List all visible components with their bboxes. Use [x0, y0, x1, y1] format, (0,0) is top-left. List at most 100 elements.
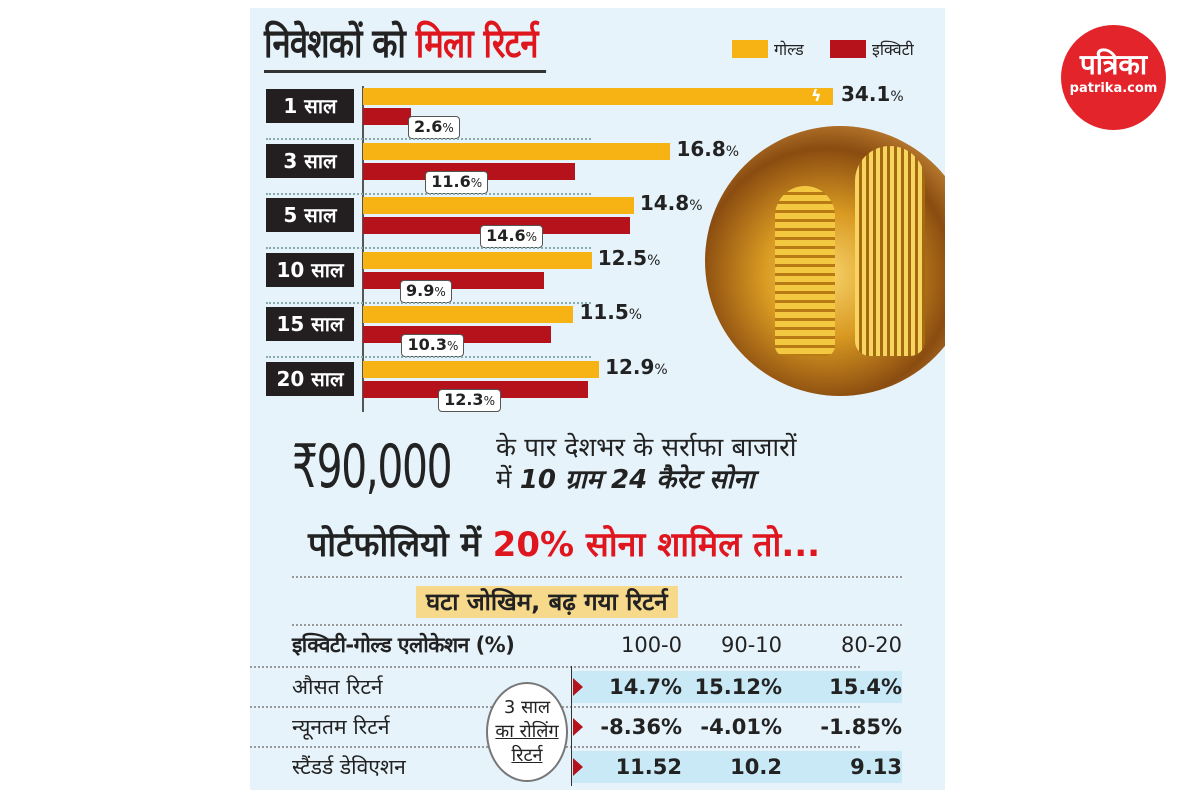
- gold-value-label: 12.5%: [598, 246, 661, 270]
- axis-break-icon: ϟ: [811, 86, 822, 105]
- equity-value-label: 9.9%: [400, 279, 452, 303]
- column-header: 100-0: [620, 633, 682, 657]
- note-line2: का रोलिंग: [495, 721, 559, 742]
- value-number: 12.5: [597, 245, 648, 270]
- equity-bar: [363, 271, 545, 289]
- cell-value: 15.12%: [694, 675, 782, 699]
- row-separator: [266, 192, 591, 195]
- row-label: स्टैंडर्ड डेविएशन: [292, 755, 406, 779]
- value-number: 12.9: [605, 355, 655, 379]
- column-header: 90-10: [720, 633, 782, 657]
- subheading: घटा जोखिम, बढ़ गया रिटर्न: [416, 586, 678, 618]
- value-number: 34.1: [841, 82, 891, 106]
- cell-value: -8.36%: [600, 715, 682, 739]
- legend-label-gold: गोल्ड: [774, 40, 804, 59]
- row-label: औसत रिटर्न: [292, 675, 383, 699]
- category-label: 10 साल: [266, 252, 354, 287]
- equity-value-label: 2.6%: [408, 116, 460, 139]
- gold-value-label: 11.5%: [579, 300, 642, 324]
- row-highlight: [572, 751, 902, 783]
- triangle-marker-icon: [573, 678, 583, 696]
- column-header: 80-20: [840, 633, 902, 657]
- value-number: 14.8: [639, 191, 690, 216]
- gold-value-label: 14.8%: [640, 191, 703, 215]
- row-separator: [266, 356, 591, 359]
- value-unit: %: [725, 143, 740, 160]
- value-number: 11.6: [431, 171, 471, 191]
- equity-value-label: 14.6%: [480, 225, 544, 249]
- legend-swatch-equity: [830, 40, 866, 58]
- value-unit: %: [689, 198, 703, 215]
- value-unit: %: [647, 252, 661, 269]
- cell-value: 9.13: [850, 755, 902, 779]
- title-part2: मिला रिटर्न: [415, 21, 539, 67]
- logo-url: patrika.com: [1069, 81, 1158, 96]
- equity-value-label: 10.3%: [401, 334, 465, 358]
- gold-value-label: 12.9%: [605, 355, 668, 379]
- value-unit: %: [890, 89, 904, 105]
- gold-bar: [363, 306, 574, 324]
- lower-section: ₹90,000 के पार देशभर के सर्राफा बाजारों म…: [250, 420, 945, 790]
- header-label: इक्विटी-गोल्ड एलोकेशन (%): [292, 633, 515, 657]
- value-unit: %: [654, 362, 668, 378]
- rolling-return-note: 3 साल का रोलिंग रिटर्न: [486, 682, 568, 782]
- row-label: न्यूनतम रिटर्न: [292, 715, 390, 739]
- legend-equity: इक्विटी: [830, 38, 914, 60]
- portfolio-highlight: 20% सोना शामिल तो...: [492, 525, 821, 565]
- value-unit: %: [525, 230, 538, 245]
- value-unit: %: [434, 284, 446, 299]
- category-label: 15 साल: [266, 307, 354, 342]
- category-label: 3 साल: [266, 143, 354, 178]
- row-separator: [266, 247, 591, 250]
- logo-name: पत्रिका: [1079, 48, 1148, 81]
- row-separator: [266, 301, 591, 304]
- legend-label-equity: इक्विटी: [872, 40, 914, 59]
- chart-title: निवेशकों को मिला रिटर्न: [264, 18, 546, 73]
- legend-swatch-gold: [732, 40, 768, 58]
- table-row: औसत रिटर्न 14.7% 15.12% 15.4%: [292, 668, 902, 706]
- category-label: 1 साल: [266, 89, 354, 123]
- table-row: न्यूनतम रिटर्न -8.36% -4.01% -1.85%: [292, 708, 902, 746]
- value-number: 2.6: [414, 117, 443, 136]
- equity-value-label: 11.6%: [425, 170, 489, 194]
- value-number: 9.9: [406, 280, 435, 300]
- category-label: 20 साल: [266, 362, 354, 396]
- equity-bar: [363, 108, 411, 125]
- cell-value: 15.4%: [829, 675, 902, 699]
- cell-value: 14.7%: [609, 675, 682, 699]
- gold-bar: [363, 251, 592, 269]
- cell-value: 11.52: [615, 755, 682, 779]
- price-line2-prefix: में: [496, 465, 512, 495]
- value-unit: %: [442, 121, 454, 135]
- legend-gold: गोल्ड: [732, 38, 804, 60]
- value-unit: %: [446, 339, 459, 354]
- value-number: 16.8: [676, 136, 726, 161]
- cell-value: 10.2: [730, 755, 782, 779]
- divider: [292, 576, 902, 578]
- gold-price: ₹90,000: [292, 432, 453, 502]
- table-row: स्टैंडर्ड डेविएशन 11.52 10.2 9.13: [292, 748, 902, 786]
- triangle-marker-icon: [573, 718, 583, 736]
- price-description: के पार देशभर के सर्राफा बाजारों में 10 ग्…: [496, 432, 797, 496]
- value-unit: %: [628, 307, 643, 324]
- value-number: 14.6: [486, 226, 526, 246]
- gold-bar: [363, 142, 671, 160]
- value-unit: %: [483, 394, 495, 408]
- triangle-marker-icon: [573, 758, 583, 776]
- gold-bar: [363, 88, 833, 105]
- gold-bar: [363, 361, 600, 378]
- value-number: 11.5: [579, 300, 629, 325]
- value-number: 12.3: [444, 390, 484, 409]
- gold-value-label: 16.8%: [676, 137, 739, 161]
- gold-jewelry-photo: [705, 126, 945, 396]
- patrika-logo[interactable]: पत्रिका patrika.com: [1061, 25, 1166, 130]
- price-line2-bold: 10 ग्राम 24 कैरेट सोना: [519, 465, 755, 495]
- equity-value-label: 12.3%: [438, 389, 501, 412]
- note-line3: रिटर्न: [511, 745, 543, 766]
- price-line1: के पार देशभर के सर्राफा बाजारों: [496, 433, 797, 463]
- portfolio-prefix: पोर्टफोलियो में: [308, 525, 481, 565]
- row-highlight: [572, 671, 902, 703]
- category-label: 5 साल: [266, 198, 354, 233]
- value-unit: %: [470, 175, 483, 190]
- infographic-panel: निवेशकों को मिला रिटर्न गोल्ड इक्विटी 1 …: [250, 8, 945, 790]
